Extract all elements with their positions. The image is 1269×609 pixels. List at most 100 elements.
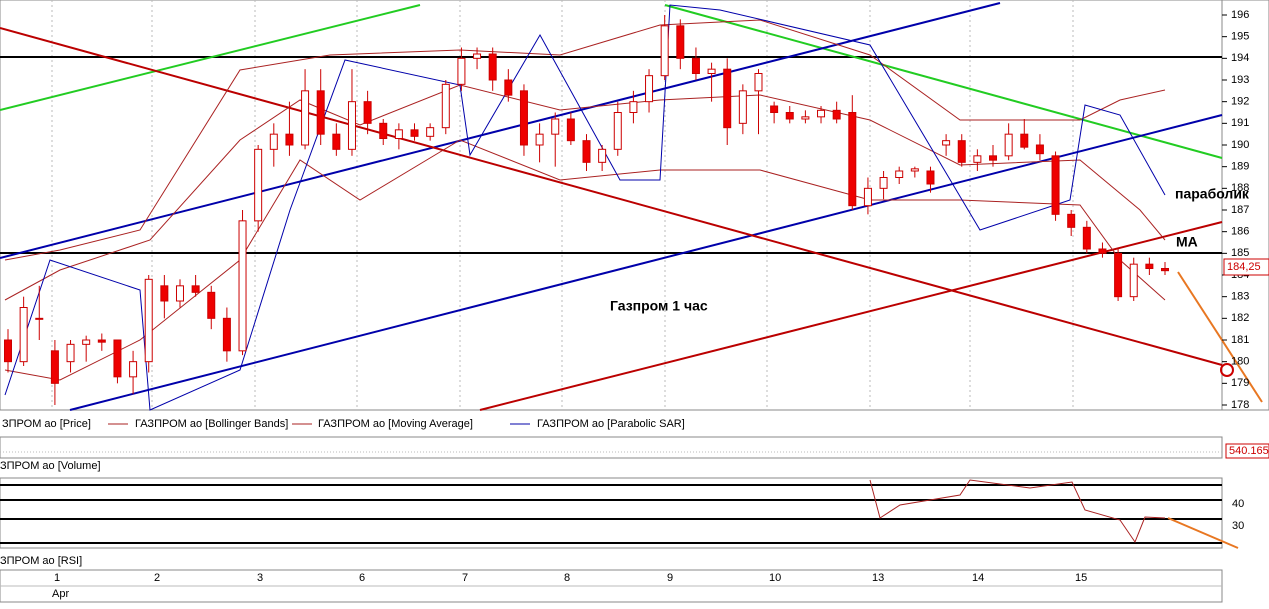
candle-body — [394, 129, 403, 139]
y-tick-label: 188 — [1231, 182, 1249, 194]
candle-body — [488, 53, 497, 81]
candle-body — [566, 118, 575, 142]
candle-body — [1114, 252, 1123, 298]
candle-body — [895, 170, 904, 178]
candle-body — [207, 291, 216, 319]
candle-body — [175, 285, 184, 302]
y-tick-label: 186 — [1231, 226, 1249, 238]
candle-body — [269, 133, 278, 150]
y-tick-label: 193 — [1231, 74, 1249, 86]
candle-body — [332, 133, 341, 150]
candle-body — [316, 90, 325, 135]
legend-item: ГАЗПРОМ ао [Moving Average] — [318, 418, 473, 430]
y-tick-label: 180 — [1231, 356, 1249, 368]
candle-body — [957, 140, 966, 163]
candle-body — [738, 90, 747, 124]
legend-item: ЗПРОМ ао [Price] — [2, 418, 91, 430]
candle-body — [785, 112, 794, 120]
y-tick-label: 194 — [1231, 52, 1249, 64]
date-label: 15 — [1075, 572, 1087, 584]
candle-body — [707, 68, 716, 74]
date-label: 8 — [564, 572, 570, 584]
candle-body — [441, 83, 450, 129]
y-tick-label: 190 — [1231, 139, 1249, 151]
candle-body — [629, 101, 638, 113]
candle-body — [238, 220, 247, 352]
y-tick-label: 179 — [1231, 377, 1249, 389]
legend-item: ГАЗПРОМ ао [Parabolic SAR] — [537, 418, 685, 430]
candle-body — [535, 133, 544, 146]
candle-body — [1004, 133, 1013, 157]
y-tick-label: 189 — [1231, 161, 1249, 173]
candle-body — [222, 317, 231, 352]
candle-body — [1020, 133, 1029, 148]
y-tick-label: 182 — [1231, 312, 1249, 324]
date-label: 1 — [54, 572, 60, 584]
rsi-levels — [0, 484, 1222, 544]
candle-body — [551, 118, 560, 135]
candle-body — [1098, 248, 1107, 254]
y-tick-label: 196 — [1231, 9, 1249, 21]
candle-body — [754, 73, 763, 92]
candles — [4, 15, 1169, 405]
candle-body — [989, 155, 998, 161]
candle-body — [660, 25, 669, 77]
price-axis — [1221, 0, 1269, 411]
candle-body — [582, 140, 591, 163]
volume-box — [1225, 443, 1269, 459]
y-tick-label: 181 — [1231, 334, 1249, 346]
candle-body — [879, 177, 888, 189]
rsi-tick: 40 — [1232, 498, 1244, 510]
candle-body — [347, 101, 356, 150]
candle-body — [1129, 263, 1138, 298]
candle-body — [363, 101, 372, 124]
candle-body — [191, 285, 200, 293]
candle-body — [801, 116, 810, 120]
candle-body — [254, 148, 263, 222]
candle-body — [113, 339, 122, 378]
candle-body — [1161, 268, 1169, 272]
candle-body — [910, 168, 919, 172]
date-label: 10 — [769, 572, 781, 584]
price-ticks: 1781791801811821831841851861871881891901… — [1222, 9, 1249, 411]
candle-body — [1051, 155, 1060, 215]
y-tick-label: 195 — [1231, 31, 1249, 43]
candle-body — [848, 112, 857, 207]
candle-body — [66, 343, 75, 363]
ma-label: MA — [1176, 234, 1198, 250]
date-labels: 1 2 3 6 7 8 9 10 13 14 15 Apr — [52, 572, 1087, 600]
candle-body — [144, 278, 153, 363]
month-label: Apr — [52, 588, 69, 600]
date-label: 9 — [667, 572, 673, 584]
candle-body — [82, 339, 91, 345]
date-label: 6 — [359, 572, 365, 584]
date-label: 14 — [972, 572, 984, 584]
candle-body — [504, 79, 513, 96]
candle-body — [301, 90, 310, 146]
candle-body — [1067, 213, 1076, 228]
y-tick-label: 187 — [1231, 204, 1249, 216]
candle-body — [926, 170, 935, 185]
date-label: 2 — [154, 572, 160, 584]
rsi-tick: 30 — [1232, 520, 1244, 532]
date-label: 7 — [462, 572, 468, 584]
candle-body — [691, 57, 700, 74]
candle-body — [426, 127, 435, 137]
candle-body — [613, 112, 622, 150]
volume-value: 540.165 — [1229, 445, 1269, 457]
candle-body — [457, 57, 466, 85]
candle-body — [832, 109, 841, 120]
candle-body — [973, 155, 982, 163]
y-tick-label: 178 — [1231, 399, 1249, 411]
candle-body — [410, 129, 419, 137]
parabolic-label: параболик — [1175, 186, 1250, 202]
candle-body — [770, 105, 779, 113]
candle-body — [97, 339, 106, 343]
date-label: 13 — [872, 572, 884, 584]
y-tick-label: 191 — [1231, 117, 1249, 129]
y-tick-label: 183 — [1231, 291, 1249, 303]
candle-body — [35, 317, 44, 320]
rsi-label: ЗПРОМ ао [RSI] — [0, 555, 82, 567]
candle-body — [645, 75, 654, 103]
